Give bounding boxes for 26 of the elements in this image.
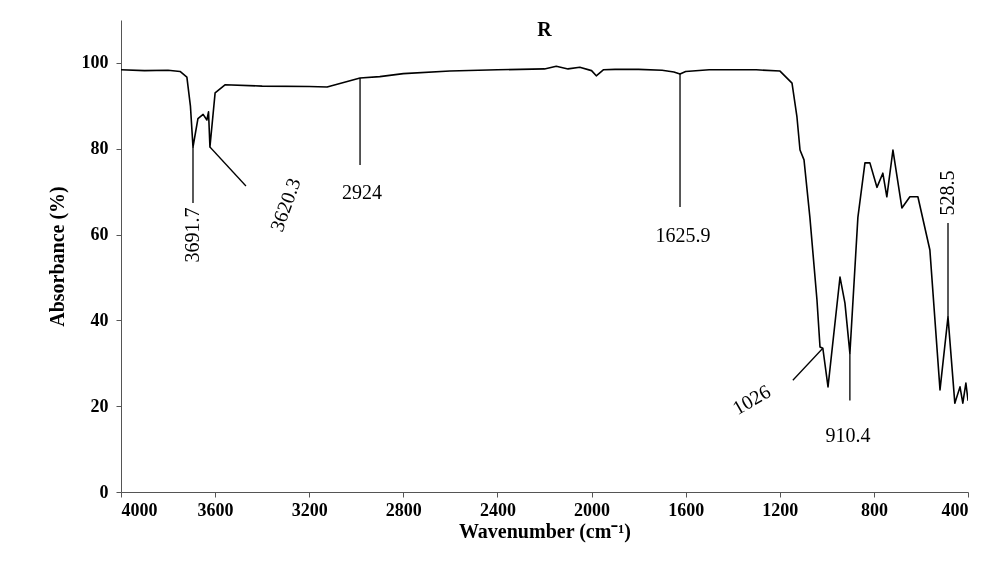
chart-title: R [537, 18, 553, 40]
x-tick-label: 4000 [121, 499, 158, 520]
y-tick-label: 40 [90, 309, 109, 330]
x-tick-label: 3600 [197, 499, 234, 520]
annotation: 1026 [728, 379, 775, 419]
x-tick-label: 1200 [762, 499, 799, 520]
annotation: 3691.7 [180, 207, 203, 263]
y-tick-label: 0 [99, 481, 109, 502]
x-tick-label: 400 [941, 499, 969, 520]
annotation: 1625.9 [655, 224, 711, 247]
x-tick-label: 2800 [385, 499, 422, 520]
y-tick-label: 80 [90, 138, 109, 159]
y-axis-title: Absorbance (%) [45, 186, 69, 327]
x-tick-label: 2400 [479, 499, 516, 520]
x-tick-label: 800 [860, 499, 888, 520]
y-tick-label: 60 [90, 224, 109, 245]
y-tick-label: 100 [81, 52, 109, 73]
annotation: 910.4 [825, 424, 871, 447]
x-tick-label: 3200 [291, 499, 328, 520]
y-tick-label: 20 [90, 395, 109, 416]
annotation: 3620.3 [265, 175, 305, 235]
x-tick-label: 2000 [574, 499, 611, 520]
x-axis-title: Wavenumber (cm⁻¹) [458, 519, 632, 543]
x-tick-label: 1600 [668, 499, 705, 520]
annotation: 2924 [342, 180, 383, 203]
annotation: 528.5 [936, 170, 958, 216]
